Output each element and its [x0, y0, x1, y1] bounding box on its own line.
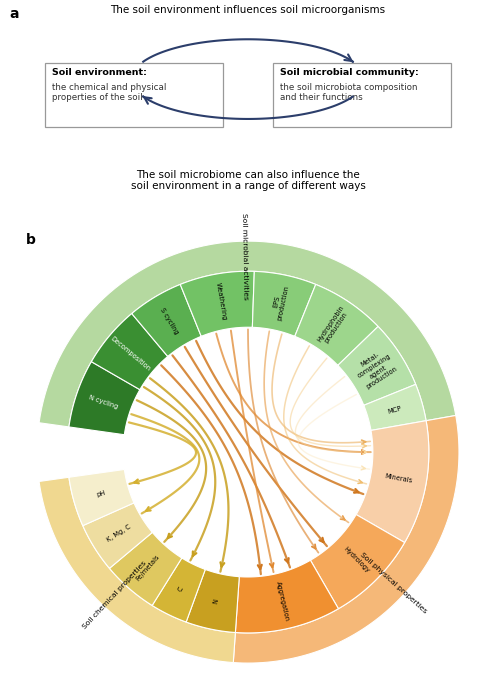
Polygon shape [356, 421, 429, 543]
Polygon shape [233, 416, 459, 663]
Text: C: C [177, 586, 185, 593]
FancyBboxPatch shape [45, 63, 223, 127]
Text: K, Mg, C: K, Mg, C [105, 523, 131, 543]
Polygon shape [83, 503, 152, 569]
Text: Metal-
complexing
agent
production: Metal- complexing agent production [353, 347, 400, 390]
Text: Hydrology: Hydrology [342, 546, 370, 574]
Polygon shape [39, 477, 236, 662]
Text: S cycling: S cycling [159, 307, 180, 336]
Circle shape [124, 328, 372, 576]
Text: N: N [213, 599, 220, 605]
Text: pH: pH [96, 490, 106, 499]
Text: a: a [9, 7, 18, 21]
Text: EPS
production: EPS production [270, 284, 290, 321]
Text: Hydrophobin
production: Hydrophobin production [316, 304, 351, 347]
Polygon shape [132, 284, 201, 356]
Text: Soil chemical properties: Soil chemical properties [81, 560, 147, 630]
Text: Decomposition: Decomposition [110, 336, 152, 372]
Polygon shape [91, 314, 168, 390]
Polygon shape [310, 514, 405, 609]
Text: Soil environment:: Soil environment: [52, 68, 147, 77]
Text: MCP: MCP [387, 405, 403, 415]
Text: Weathering: Weathering [215, 282, 228, 321]
Polygon shape [186, 569, 239, 632]
Text: The soil microbiome can also influence the
soil environment in a range of differ: The soil microbiome can also influence t… [130, 169, 366, 191]
Polygon shape [364, 384, 426, 430]
Polygon shape [295, 284, 378, 365]
Polygon shape [236, 560, 338, 633]
Polygon shape [252, 271, 316, 336]
Polygon shape [180, 271, 254, 336]
Text: The soil environment influences soil microorganisms: The soil environment influences soil mic… [111, 5, 385, 14]
Text: Minerals: Minerals [384, 473, 413, 484]
Polygon shape [152, 558, 205, 622]
Text: Fe/metals: Fe/metals [135, 553, 161, 582]
Polygon shape [69, 362, 140, 435]
Text: Soil microbial activities: Soil microbial activities [241, 213, 248, 300]
Text: Soil physical properties: Soil physical properties [359, 552, 428, 614]
Text: the chemical and physical
properties of the soil: the chemical and physical properties of … [52, 82, 167, 102]
Polygon shape [338, 327, 416, 406]
Text: Aggregation: Aggregation [275, 580, 290, 622]
Polygon shape [110, 532, 182, 606]
Text: b: b [26, 232, 36, 247]
Text: Soil microbial community:: Soil microbial community: [280, 68, 419, 77]
Polygon shape [69, 469, 134, 525]
FancyBboxPatch shape [273, 63, 451, 127]
Text: N cycling: N cycling [88, 395, 119, 410]
Text: the soil microbiota composition
and their functions: the soil microbiota composition and thei… [280, 82, 418, 102]
Polygon shape [39, 241, 456, 427]
